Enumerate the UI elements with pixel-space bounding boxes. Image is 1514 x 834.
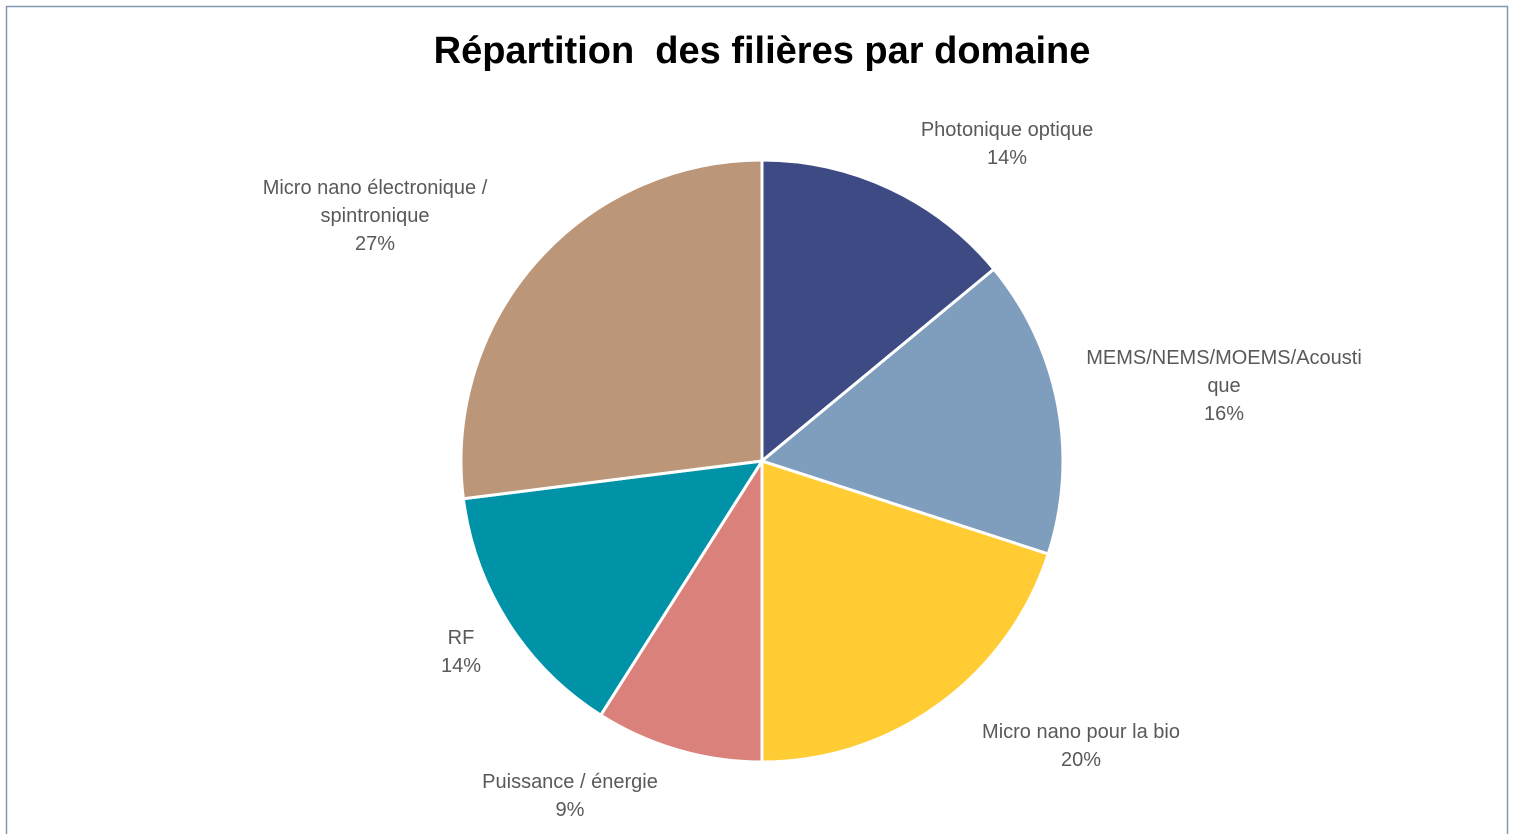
category-label: Micro nano pour la bio xyxy=(982,721,1180,743)
data-label: Puissance / énergie 9% xyxy=(420,768,720,824)
chart-title: Répartition des filières par domaine xyxy=(433,30,1091,72)
data-label: MEMS/NEMS/MOEMS/Acoustique 16% xyxy=(1082,344,1367,428)
pie-slice xyxy=(459,158,764,501)
data-label: Micro nano électronique / spintronique 27… xyxy=(225,174,525,258)
value-label: 20% xyxy=(1060,749,1102,771)
value-label: 14% xyxy=(440,655,482,677)
frame xyxy=(5,5,1509,834)
pie-slice xyxy=(598,455,764,764)
value-label: 16% xyxy=(1203,403,1245,425)
pie-slice xyxy=(461,459,765,718)
pie-slice xyxy=(758,267,1065,556)
data-label: Micro nano pour la bio 20% xyxy=(931,718,1231,774)
value-label: 27% xyxy=(354,233,396,255)
category-label: Micro nano électronique / spintronique xyxy=(262,177,488,227)
value-label: 9% xyxy=(555,799,585,821)
category-label: MEMS/NEMS/MOEMS/Acoustique xyxy=(1086,347,1362,397)
data-label: RF 14% xyxy=(361,624,561,680)
category-label: Puissance / énergie xyxy=(482,771,658,793)
data-label: Photonique optique 14% xyxy=(877,116,1137,172)
category-label: RF xyxy=(447,627,475,649)
value-label: 14% xyxy=(986,147,1028,169)
pie-slice xyxy=(760,458,1051,764)
pie-slice xyxy=(760,158,997,465)
category-label: Photonique optique xyxy=(920,119,1094,141)
